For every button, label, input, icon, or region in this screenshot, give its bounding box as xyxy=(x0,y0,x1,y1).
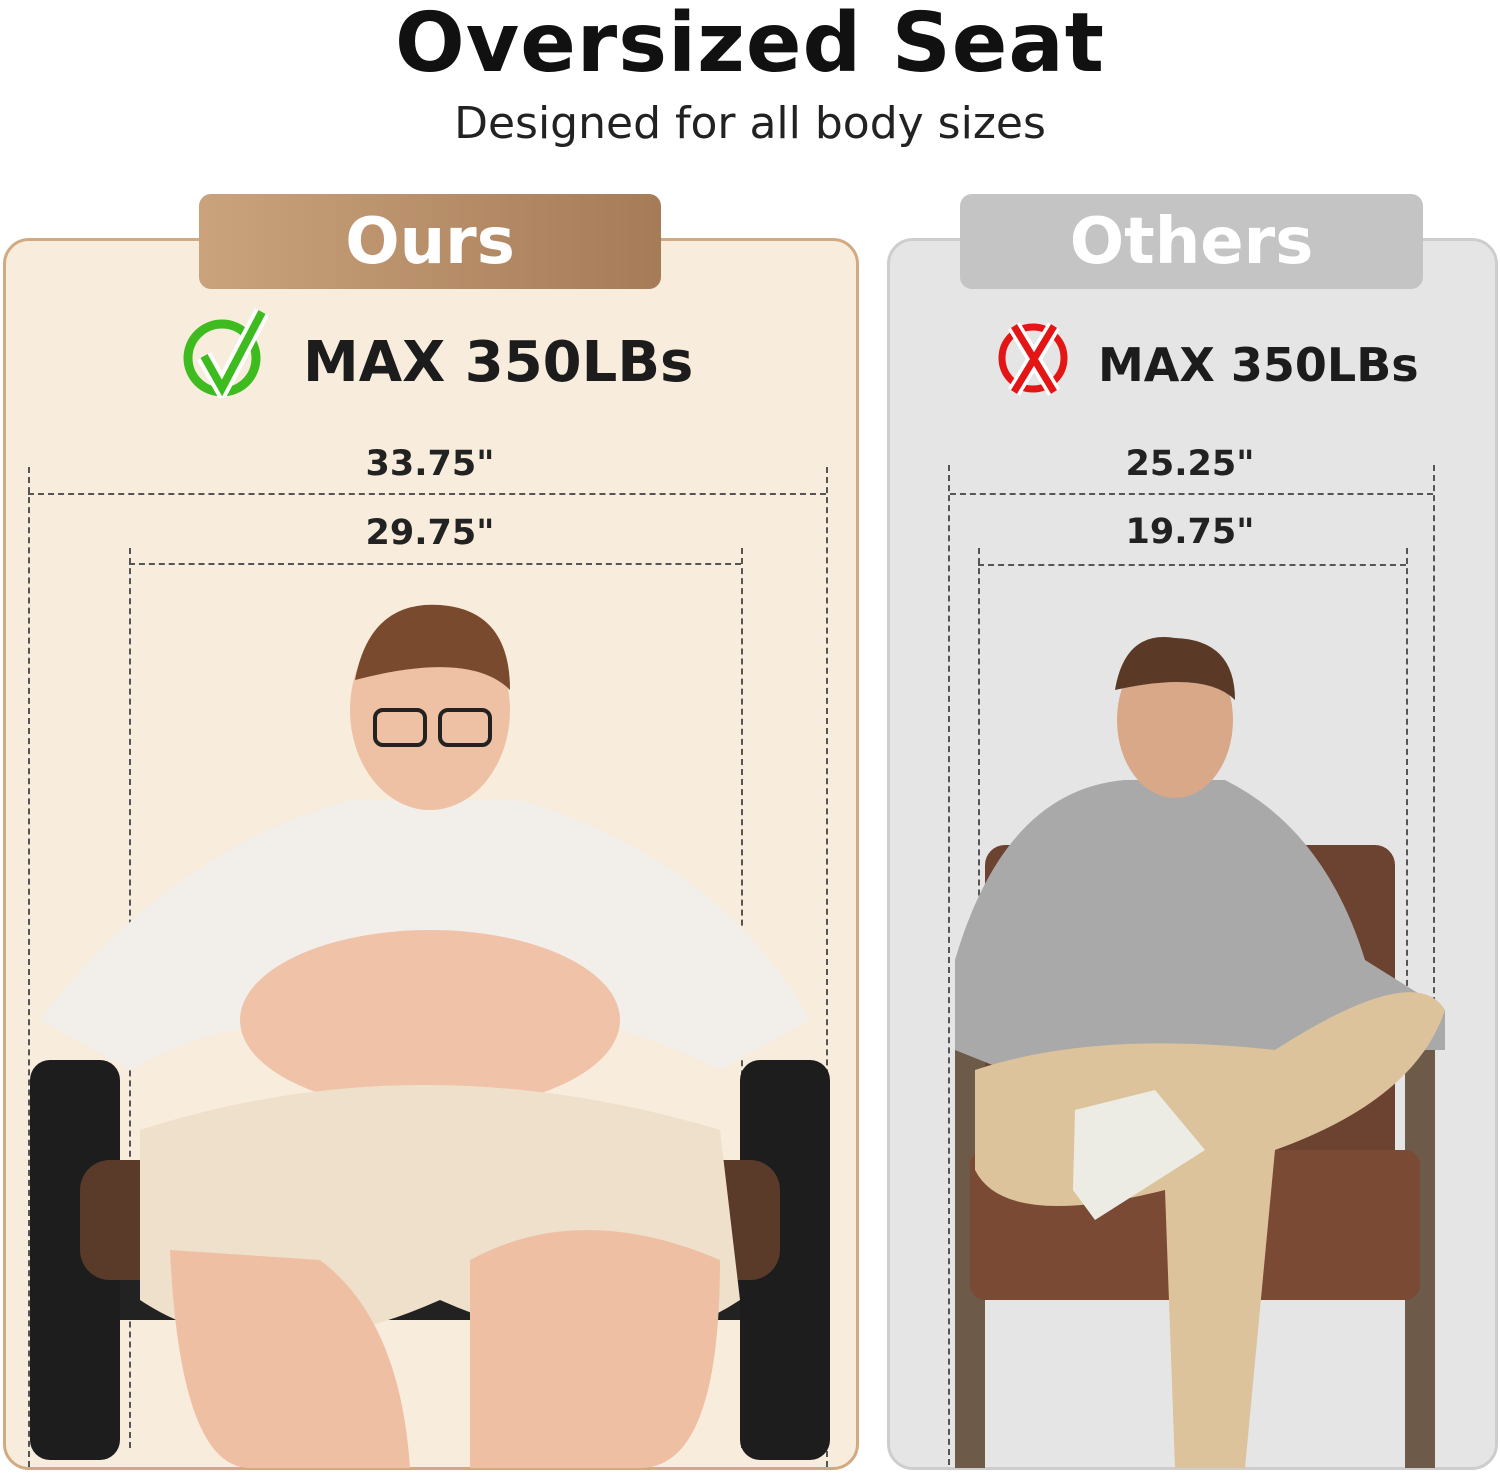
others-tab: Others xyxy=(960,194,1423,289)
ours-overall-width: 33.75" xyxy=(365,444,495,484)
green-check-icon xyxy=(182,308,268,398)
ours-capacity: MAX 350LBs xyxy=(303,330,694,395)
ours-tab: Ours xyxy=(199,194,661,289)
page-title: Oversized Seat xyxy=(395,0,1105,91)
others-inner-dimension-line xyxy=(978,564,1406,566)
ours-outer-left-guide xyxy=(28,467,30,1467)
ours-inner-dimension-line xyxy=(129,563,741,565)
others-seat-width: 19.75" xyxy=(1125,512,1255,552)
ours-seat-width: 29.75" xyxy=(365,513,495,553)
others-chair-photo xyxy=(945,630,1470,1468)
ours-outer-right-guide xyxy=(826,467,828,1467)
others-outer-dimension-line xyxy=(950,493,1433,495)
page-subtitle: Designed for all body sizes xyxy=(454,98,1046,149)
ours-chair-photo xyxy=(20,600,840,1468)
ours-outer-dimension-line xyxy=(28,493,826,495)
others-tab-label: Others xyxy=(1069,204,1314,279)
others-capacity: MAX 350LBs xyxy=(1098,338,1419,392)
others-overall-width: 25.25" xyxy=(1125,444,1255,484)
red-x-icon xyxy=(996,318,1072,396)
ours-tab-label: Ours xyxy=(345,204,515,279)
others-outer-left-guide xyxy=(948,465,950,1465)
others-outer-right-guide xyxy=(1433,465,1435,1465)
